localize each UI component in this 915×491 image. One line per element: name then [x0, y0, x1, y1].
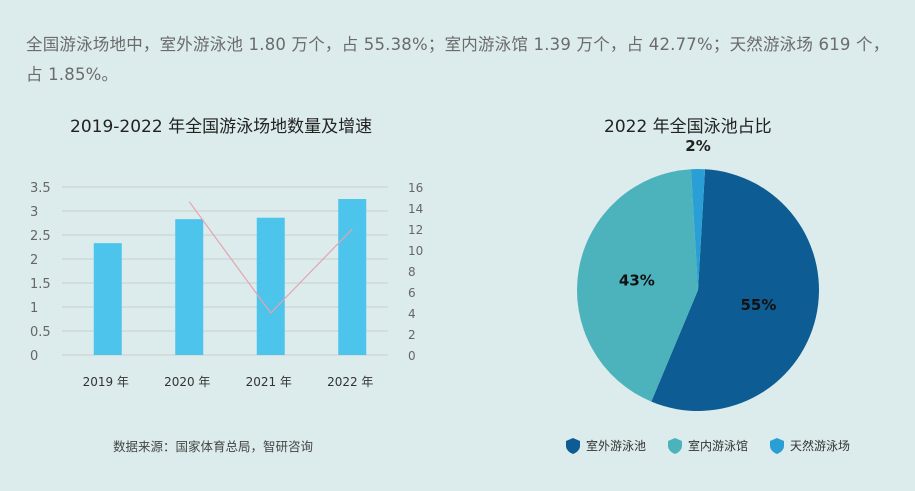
- pie-chart-title: 2022 年全国泳池占比: [604, 117, 772, 137]
- y-tick-right: 14: [408, 202, 423, 216]
- legend-item-natural: 天然游泳场: [770, 437, 850, 454]
- pie-legend: 室外游泳池 室内游泳馆 天然游泳场: [566, 437, 850, 454]
- y-tick-right: 8: [408, 265, 416, 279]
- y-tick-left: 3.5: [30, 181, 51, 196]
- y-tick-right: 10: [408, 244, 423, 258]
- bar: [256, 217, 285, 355]
- legend-label: 室内游泳馆: [688, 439, 749, 453]
- y-tick-left: 1: [30, 301, 38, 316]
- y-tick-left: 0.5: [30, 325, 51, 340]
- pie-data-label: 43%: [619, 272, 655, 290]
- bar: [93, 243, 122, 355]
- y-tick-left: 2.5: [30, 229, 51, 244]
- legend-item-indoor: 室内游泳馆: [668, 437, 748, 454]
- legend-label: 天然游泳场: [790, 439, 851, 453]
- y-tick-right: 0: [408, 349, 416, 363]
- pie-data-label: 55%: [740, 296, 776, 314]
- shield-icon: [566, 437, 580, 454]
- pie-slice: [576, 169, 698, 402]
- y-tick-right: 4: [408, 307, 416, 321]
- bar: [175, 219, 204, 355]
- pie-slice: [690, 169, 706, 290]
- legend-item-outdoor: 室外游泳池: [566, 437, 646, 454]
- legend-label: 室外游泳池: [586, 439, 647, 453]
- source-note: 数据来源：国家体育总局，智研咨询: [113, 439, 314, 454]
- y-tick-left: 0: [30, 349, 38, 364]
- y-tick-left: 2: [30, 253, 38, 268]
- y-tick-left: 3: [30, 205, 38, 220]
- x-tick-label: 2019 年: [83, 375, 129, 389]
- y-tick-right: 2: [408, 328, 416, 342]
- y-tick-right: 12: [408, 223, 423, 237]
- x-tick-label: 2020 年: [164, 375, 210, 389]
- growth-line: [188, 201, 353, 314]
- pie-slice: [651, 169, 819, 411]
- x-tick-label: 2022 年: [327, 375, 373, 389]
- y-tick-left: 1.5: [30, 277, 51, 292]
- pie-data-label: 2%: [685, 137, 710, 155]
- bar-chart-title: 2019-2022 年全国游泳场地数量及增速: [70, 117, 373, 137]
- intro-text: 全国游泳场地中，室外游泳池 1.80 万个，占 55.38%；室内游泳馆 1.3…: [26, 35, 890, 84]
- shield-icon: [668, 437, 683, 454]
- y-tick-right: 16: [408, 181, 423, 195]
- y-tick-right: 6: [408, 286, 416, 300]
- x-tick-label: 2021 年: [246, 375, 292, 389]
- shield-icon: [770, 437, 785, 454]
- bar: [338, 199, 367, 355]
